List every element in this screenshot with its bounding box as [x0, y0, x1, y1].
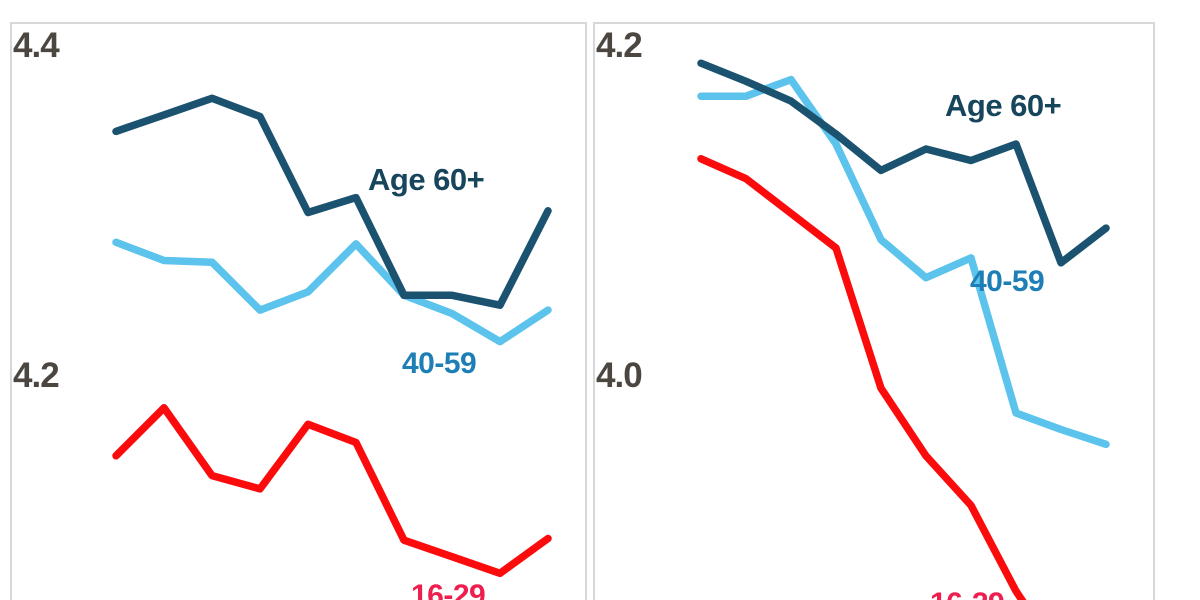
line-40-59 — [697, 75, 1110, 449]
chart-panel-left: 4.4 4.2 Age 60+ 40-59 16-29 — [10, 22, 587, 600]
left-chart-lines — [112, 94, 552, 578]
series-label-16-29: 16-29 — [930, 589, 1005, 600]
series-label-age-60plus: Age 60+ — [368, 162, 485, 197]
y-tick-label: 4.0 — [596, 356, 643, 395]
line-age-60- — [697, 59, 1110, 267]
y-tick-label: 4.4 — [13, 26, 60, 65]
right-chart-lines — [697, 59, 1110, 600]
series-label-age-60plus: Age 60+ — [945, 88, 1062, 123]
series-label-40-59: 40-59 — [402, 347, 477, 380]
line-age-60- — [112, 94, 552, 309]
y-tick-label: 4.2 — [596, 26, 643, 65]
chart-panel-right: 4.2 4.0 Age 60+ 40-59 16-29 — [593, 22, 1155, 600]
line-16-29 — [697, 155, 1027, 600]
line-16-29 — [112, 404, 552, 578]
series-label-16-29: 16-29 — [411, 579, 486, 600]
series-label-40-59: 40-59 — [970, 265, 1045, 298]
y-tick-label: 4.2 — [13, 356, 60, 395]
line-40-59 — [112, 238, 552, 346]
